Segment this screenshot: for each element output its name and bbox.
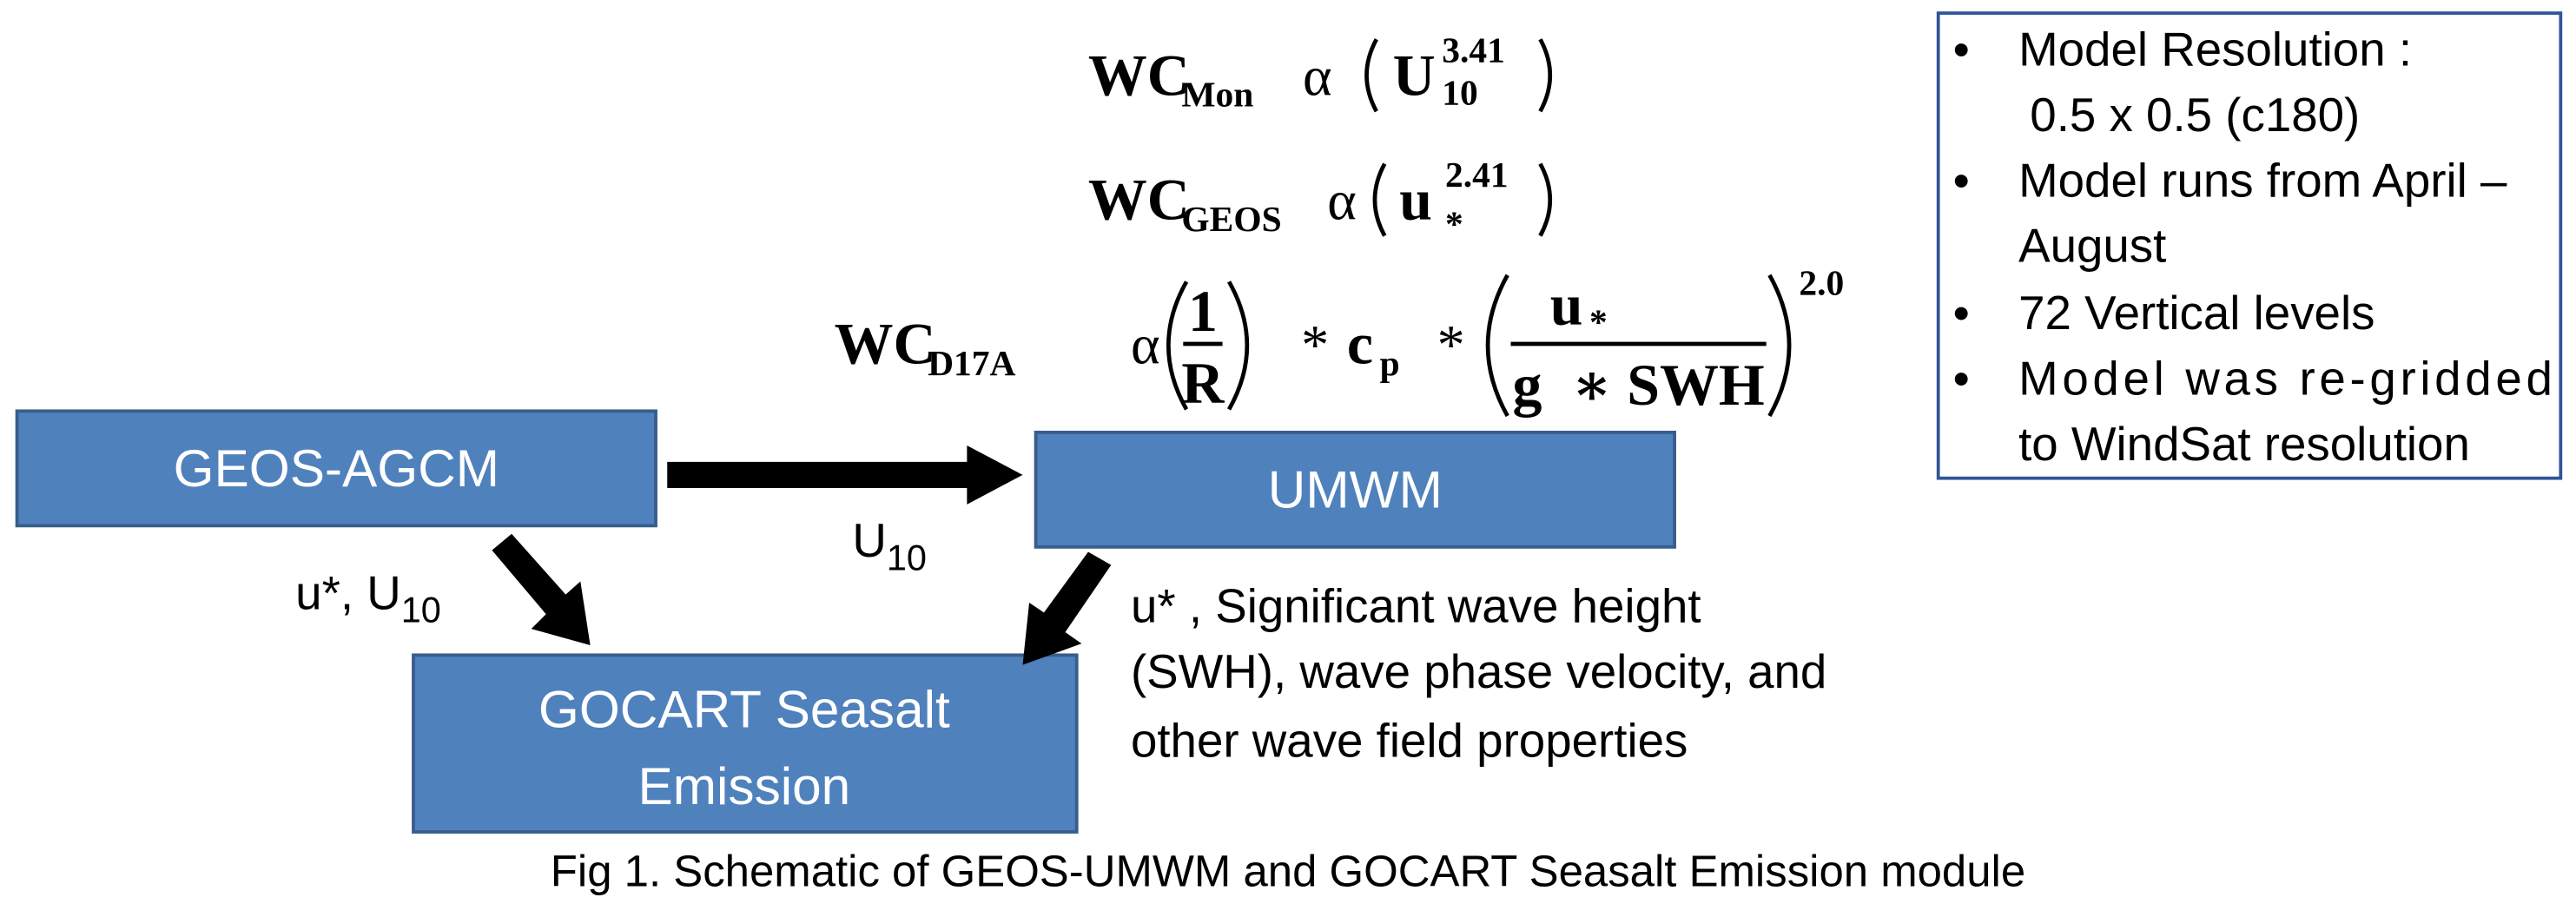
eq-relation: α — [1303, 45, 1332, 107]
eq-numerator: u — [1550, 272, 1583, 337]
paren — [1372, 162, 1387, 237]
eq-exponent: 3.41 — [1442, 30, 1505, 70]
bullet: • — [1953, 286, 1970, 340]
note-line: Model Resolution : — [2018, 22, 2412, 76]
bullet: • — [1953, 153, 1970, 207]
eq-exponent: 2.0 — [1799, 262, 1844, 302]
eq-base: u — [1399, 168, 1432, 233]
paren — [1227, 280, 1250, 411]
edge-label: (SWH), wave phase velocity, and — [1131, 644, 1826, 698]
node-box — [15, 409, 657, 528]
notes-box — [1936, 11, 2563, 480]
eq-subscript: GEOS — [1181, 199, 1281, 239]
paren — [1485, 274, 1509, 418]
paren — [1767, 274, 1792, 418]
node-label: GEOS-AGCM — [174, 439, 499, 498]
eq-operator: * — [1301, 314, 1329, 376]
edge-label: u* , Significant wave height — [1131, 579, 1701, 633]
eq-denominator: g ∗ SWH — [1512, 353, 1764, 418]
eq-relation: α — [1327, 170, 1357, 232]
paren — [1538, 162, 1553, 237]
arrow — [1022, 551, 1112, 665]
arrows — [492, 445, 1112, 665]
eq-factor: c — [1347, 312, 1373, 377]
note-line: 0.5 x 0.5 (c180) — [2030, 88, 2360, 142]
bullet: • — [1953, 351, 1970, 405]
eq-symbol: WC — [1088, 168, 1190, 233]
eq-factor-subscript: p — [1380, 343, 1400, 383]
note-line: August — [2018, 219, 2166, 273]
edge-label-subscript: 10 — [401, 590, 441, 630]
eq-base-subscript: 10 — [1442, 73, 1477, 113]
eq-symbol: WC — [835, 312, 936, 377]
equation: WC D17A α 1 R * c p * u * g ∗ SWH 2.0 — [835, 262, 1845, 417]
eq-subscript: D17A — [928, 343, 1015, 383]
arrow — [667, 445, 1023, 505]
paren — [1538, 38, 1553, 113]
eq-denominator: R — [1181, 351, 1225, 416]
eq-base: U — [1393, 43, 1436, 108]
node-label: UMWM — [1268, 460, 1443, 519]
paren — [1364, 38, 1378, 113]
eq-relation: α — [1131, 314, 1160, 376]
eq-base-subscript: * — [1445, 204, 1463, 244]
edge-label-subscript: 10 — [887, 537, 927, 577]
eq-symbol: WC — [1088, 43, 1190, 108]
note-line: Model was re-gridded — [2018, 351, 2553, 405]
node-box — [412, 653, 1079, 834]
node-label: GOCART Seasalt — [538, 679, 950, 738]
equation: WC Mon α U 3.41 10 — [1088, 30, 1553, 115]
edge-label: u*, U10 — [295, 566, 441, 630]
eq-subscript: Mon — [1181, 75, 1253, 115]
edge-label-text: u*, U — [295, 566, 401, 620]
eq-numerator-subscript: * — [1589, 302, 1608, 342]
eq-numerator: 1 — [1188, 279, 1218, 344]
edge-label-text: U — [852, 513, 887, 567]
caption: Fig 1. Schematic of GEOS-UMWM and GOCART… — [551, 846, 2025, 895]
edge-label: U10 — [852, 513, 927, 577]
eq-operator: * — [1437, 314, 1465, 376]
equation: WC GEOS α u 2.41 * — [1088, 155, 1553, 244]
note-line: 72 Vertical levels — [2018, 286, 2375, 340]
arrow — [492, 533, 591, 646]
eq-exponent: 2.41 — [1445, 155, 1509, 195]
note-line: Model runs from April – — [2018, 153, 2507, 207]
bullet: • — [1953, 22, 1970, 76]
node-box — [1034, 430, 1676, 549]
paren — [1166, 280, 1189, 411]
node-label: Emission — [638, 756, 851, 815]
edge-label: other wave field properties — [1131, 713, 1688, 767]
note-line: to WindSat resolution — [2018, 417, 2470, 471]
